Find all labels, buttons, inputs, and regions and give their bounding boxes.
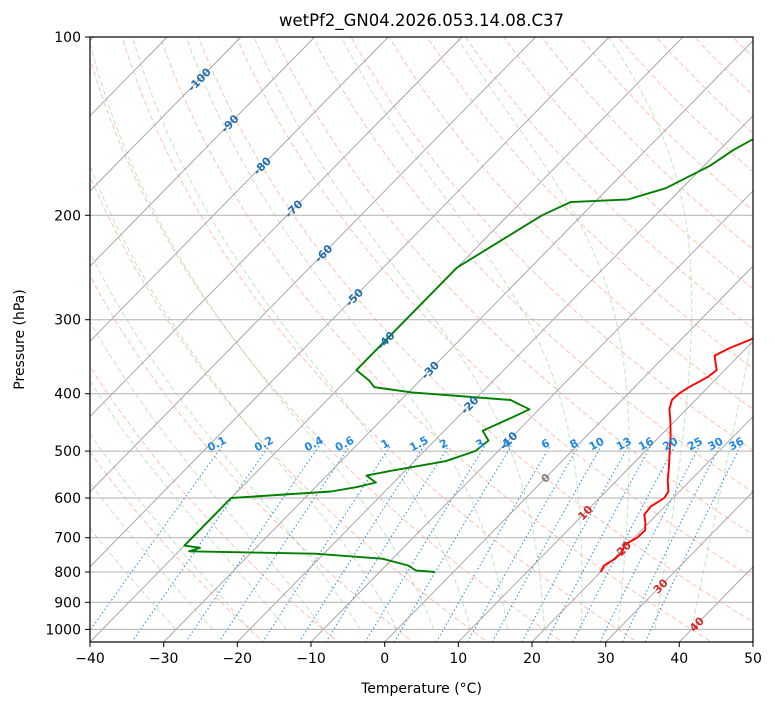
x-tick-label: 30: [597, 651, 615, 667]
plot-frame: [89, 36, 754, 643]
isotherm-line: [90, 37, 610, 568]
temperature-profile-line: [599, 337, 753, 573]
y-tick-label: 200: [54, 208, 81, 224]
moist-adiabat-line: [90, 41, 435, 630]
moist-adiabat-line: [253, 37, 545, 630]
y-tick-label: 100: [54, 30, 81, 46]
dry-adiabat-line: [388, 37, 753, 410]
dewpoint-profile-line: [183, 138, 753, 573]
mixing-ratio-label: 20: [661, 435, 681, 454]
moist-adiabat-line: [90, 433, 250, 630]
moist-adiabat-line: [185, 37, 508, 630]
mixing-ratio-label: 30: [706, 435, 726, 454]
y-axis-title: Pressure (hPa): [12, 289, 28, 389]
x-tick-label: 50: [744, 651, 762, 667]
mixing-ratio-line: [466, 445, 580, 642]
y-tick-label: 1000: [45, 622, 81, 638]
dry-adiabat-line: [350, 37, 753, 451]
dry-adiabat-line: [121, 37, 638, 642]
x-axis-title: Temperature (°C): [360, 681, 482, 697]
dry-adiabat-line: [236, 37, 753, 579]
isotherm-line: [605, 491, 753, 642]
y-axis-ticks: 100 200 300 400 500 600 700 800 900 1000: [45, 30, 90, 638]
mixing-ratio-line: [364, 445, 486, 642]
moist-adiabat-line: [691, 328, 753, 630]
isotherm-line: [90, 37, 536, 493]
x-tick-label: −20: [223, 651, 253, 667]
moist-adiabat-line: [608, 37, 693, 630]
y-tick-label: 800: [54, 565, 81, 581]
moist-adiabat-line: [90, 320, 324, 630]
dry-adiabat-line: [503, 37, 753, 290]
x-tick-label: 10: [449, 651, 467, 667]
mixing-ratio-line: [435, 445, 551, 642]
x-tick-label: −10: [296, 651, 326, 667]
chart-title: wetPf2_GN04.2026.053.14.08.C37: [279, 11, 564, 31]
dry-adiabat-line: [312, 37, 753, 493]
mixing-ratio-line: [393, 445, 512, 642]
mixing-ratio-line: [90, 445, 223, 632]
isotherm-line: [90, 37, 389, 342]
y-tick-label: 700: [54, 531, 81, 547]
mixing-ratio-line: [185, 445, 320, 642]
isotherm-line: [457, 340, 753, 642]
x-tick-label: 20: [523, 651, 541, 667]
mixing-ratio-label: 36: [727, 435, 747, 454]
isotherm-line: [384, 265, 753, 642]
dry-adiabat-line: [197, 37, 753, 623]
mixing-ratio-label: 13: [614, 435, 634, 454]
moist-adiabat-line: [90, 380, 287, 630]
y-tick-label: 900: [54, 595, 81, 611]
mixing-ratio-line: [325, 445, 450, 642]
mixing-ratio-line: [491, 445, 602, 642]
mixing-ratio-line: [521, 445, 630, 642]
isotherm-line: [310, 190, 753, 642]
y-tick-label: 500: [54, 444, 81, 460]
dry-adiabat-line: [159, 37, 713, 642]
mixing-ratio-line: [218, 445, 351, 642]
isotherm-line: [236, 115, 753, 642]
mixing-ratio-line: [545, 445, 652, 642]
moist-adiabat-line: [340, 37, 583, 630]
isotherm-line: [90, 37, 463, 418]
isotherm-line: [163, 40, 753, 642]
dry-adiabat-line: [90, 365, 339, 642]
mixing-ratio-label: 25: [685, 435, 705, 454]
mixing-ratio-label: 16: [636, 435, 656, 454]
isotherm-line: [90, 37, 315, 267]
moist-adiabat-line: [456, 37, 630, 630]
y-tick-label: 600: [54, 491, 81, 507]
moist-adiabat-line: [90, 164, 398, 630]
x-axis-ticks: −40 −30 −20 −10 0 10 20 30 40 50: [75, 642, 762, 667]
y-tick-label: 400: [54, 387, 81, 403]
mixing-ratio-line: [298, 445, 425, 642]
x-tick-label: −40: [75, 651, 105, 667]
mixing-ratio-line: [644, 445, 742, 642]
x-tick-label: 0: [380, 651, 389, 667]
moist-adiabats: [90, 37, 753, 630]
pressure-gridlines: [90, 37, 753, 630]
dry-adiabat-line: [464, 37, 753, 329]
y-tick-label: 300: [54, 313, 81, 329]
moist-adiabat-line: [90, 251, 361, 630]
x-tick-label: −30: [149, 651, 179, 667]
mixing-ratio-lines: [90, 445, 742, 642]
x-tick-label: 40: [670, 651, 688, 667]
mixing-ratio-label: 10: [587, 435, 607, 454]
dry-adiabat-line: [90, 57, 564, 642]
dry-adiabat-line: [90, 274, 414, 642]
isotherm-line: [90, 37, 242, 192]
profile-series: [183, 138, 753, 573]
dry-adiabat-line: [90, 451, 265, 642]
plot-area: -100-90-80-70-60-50-40-30-20-10010203040…: [90, 37, 753, 642]
